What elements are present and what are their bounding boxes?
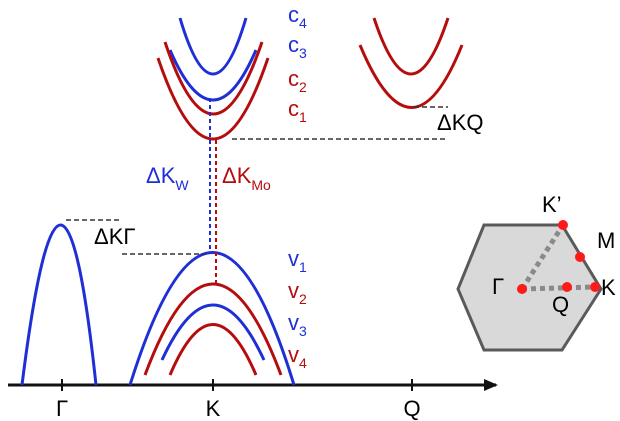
bz-label-gamma: Γ — [492, 274, 504, 299]
band-c1 — [156, 57, 270, 141]
bz-point-gamma — [517, 284, 527, 294]
label-v2: v2 — [288, 278, 307, 307]
bz-label-m: M — [597, 228, 615, 253]
band-c4 — [178, 17, 248, 76]
label-dkq: ΔKQ — [437, 110, 483, 135]
label-dk-mo: ΔKMo — [222, 163, 271, 193]
label-dkg: ΔKΓ — [94, 224, 136, 249]
bz-point-m — [575, 252, 585, 262]
bz-label-q: Q — [552, 292, 569, 317]
label-v3: v3 — [288, 310, 307, 339]
bz-label-k: K — [601, 275, 616, 300]
label-c3: c3 — [288, 32, 307, 61]
label-c2: c2 — [288, 66, 307, 95]
tick-label-k: K — [206, 396, 221, 421]
bz-point-q — [562, 282, 572, 292]
band-v4 — [168, 323, 258, 376]
brillouin-zone-inset: K’ M Γ Q K — [456, 192, 616, 352]
bz-point-k — [590, 282, 600, 292]
bz-label-k-prime: K’ — [542, 192, 562, 217]
band-c3 — [168, 49, 258, 102]
band-v3 — [160, 303, 266, 361]
tick-label-q: Q — [403, 396, 420, 421]
bz-path-gamma-k-prime — [519, 223, 566, 291]
label-v1: v1 — [288, 246, 307, 275]
q-band-upper — [372, 17, 450, 76]
label-v4: v4 — [288, 342, 307, 371]
label-c4: c4 — [288, 2, 307, 31]
band-v2 — [143, 282, 283, 376]
label-c1: c1 — [288, 96, 307, 125]
q-band-lower — [358, 44, 464, 109]
label-dk-w: ΔKW — [146, 163, 189, 193]
band-v1 — [128, 251, 296, 386]
bz-path-gamma-k — [521, 284, 596, 292]
gamma-valence-band — [20, 223, 98, 386]
tick-label-gamma: Γ — [56, 396, 68, 421]
bz-point-k-prime — [558, 220, 568, 230]
band-c2 — [163, 41, 264, 116]
